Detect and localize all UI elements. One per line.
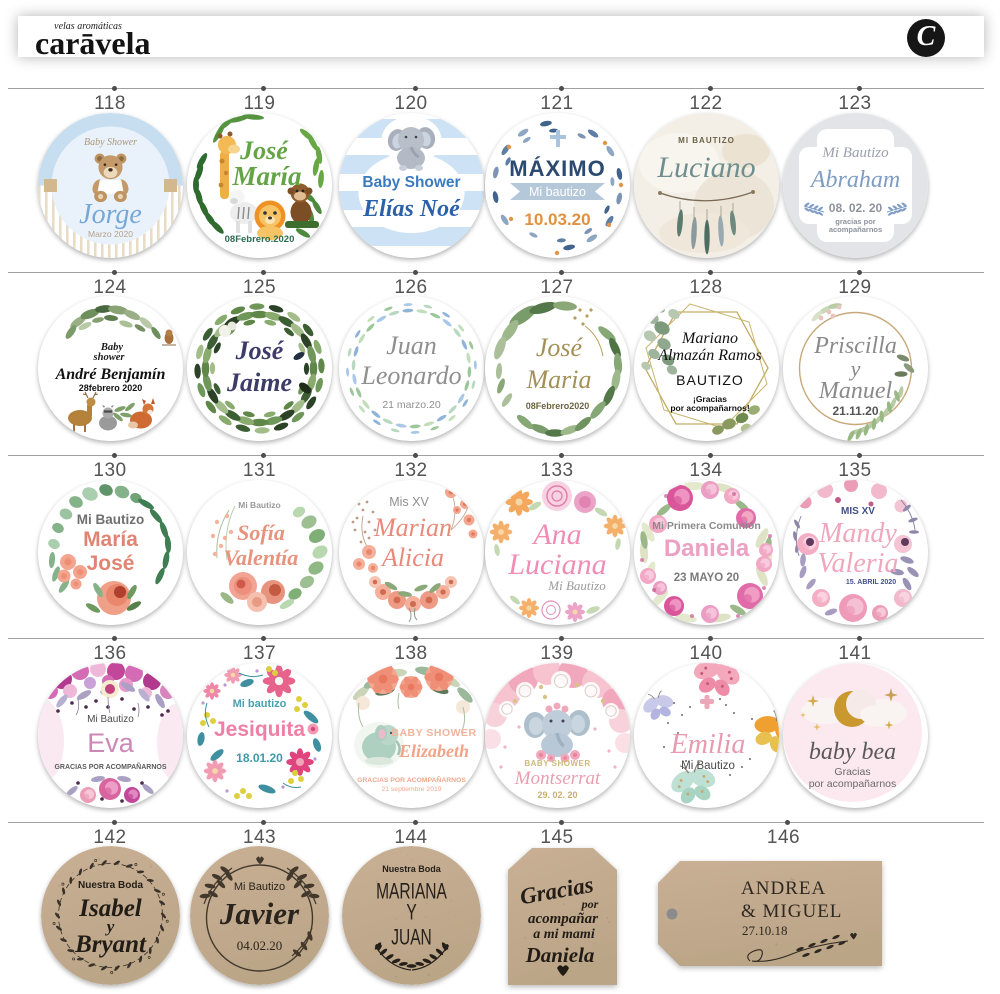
- svg-text:ANDREA: ANDREA: [741, 878, 826, 899]
- svg-text:por acompañarnos!: por acompañarnos!: [670, 403, 750, 413]
- svg-text:Elías Noé: Elías Noé: [362, 196, 461, 222]
- svg-text:Baby Shower: Baby Shower: [83, 137, 136, 148]
- svg-text:Mi bautizo: Mi bautizo: [529, 185, 586, 199]
- svg-text:Mi Bautizo: Mi Bautizo: [821, 145, 889, 161]
- svg-text:08Febrero2020: 08Febrero2020: [525, 401, 589, 411]
- svg-text:Elizabeth: Elizabeth: [397, 741, 468, 761]
- svg-text:Mis XV: Mis XV: [389, 495, 429, 509]
- svg-text:Mi Bautizo: Mi Bautizo: [681, 760, 735, 772]
- svg-text:Abraham: Abraham: [808, 167, 899, 193]
- svg-text:José: José: [535, 333, 583, 362]
- svg-text:Javier: Javier: [219, 896, 300, 931]
- svg-text:Y: Y: [406, 901, 417, 925]
- svg-text:MI BAUTIZO: MI BAUTIZO: [678, 136, 735, 145]
- svg-text:José: José: [239, 136, 289, 165]
- svg-text:José: José: [235, 336, 285, 365]
- svg-text:acompañarnos: acompañarnos: [828, 225, 881, 234]
- svg-text:Mariano: Mariano: [681, 330, 738, 347]
- svg-text:10.03.20: 10.03.20: [524, 210, 590, 229]
- svg-text:Mi Bautizo: Mi Bautizo: [87, 714, 134, 725]
- svg-text:José: José: [86, 552, 134, 575]
- svg-text:JUAN: JUAN: [391, 926, 432, 950]
- svg-text:Daniela: Daniela: [663, 535, 749, 562]
- svg-text:Maria: Maria: [525, 365, 591, 394]
- svg-text:Alicia: Alicia: [379, 543, 443, 572]
- svg-text:Bryant: Bryant: [74, 931, 147, 958]
- svg-text:MÁXIMO: MÁXIMO: [509, 156, 605, 181]
- svg-text:Daniela: Daniela: [525, 943, 595, 967]
- svg-text:Baby: Baby: [99, 342, 123, 353]
- svg-text:Priscilla: Priscilla: [813, 333, 897, 359]
- svg-text:GRACIAS POR ACOMPAÑARNOS: GRACIAS POR ACOMPAÑARNOS: [54, 762, 166, 771]
- svg-text:Emilia: Emilia: [669, 729, 745, 760]
- svg-text:y: y: [104, 917, 114, 936]
- svg-text:23 MAYO 20: 23 MAYO 20: [673, 572, 738, 584]
- svg-text:a mi mami: a mi mami: [533, 927, 595, 942]
- svg-text:21.11.20: 21.11.20: [832, 404, 878, 418]
- svg-text:BABY SHOWER: BABY SHOWER: [524, 759, 590, 768]
- svg-text:por acompañarnos: por acompañarnos: [808, 778, 896, 790]
- svg-text:Mi Bautizo: Mi Bautizo: [76, 512, 144, 527]
- svg-text:21 marzo.20: 21 marzo.20: [382, 399, 441, 411]
- svg-text:08. 02. 20: 08. 02. 20: [828, 201, 882, 215]
- svg-text:Sofía: Sofía: [237, 520, 285, 545]
- svg-text:María: María: [231, 161, 301, 191]
- svg-text:BABY SHOWER: BABY SHOWER: [391, 727, 476, 739]
- svg-text:Valeria: Valeria: [817, 548, 898, 579]
- svg-text:Marian: Marian: [373, 513, 452, 542]
- svg-text:08Febrero.2020: 08Febrero.2020: [225, 234, 295, 245]
- svg-text:André Benjamín: André Benjamín: [54, 366, 165, 383]
- svg-text:MIS XV: MIS XV: [841, 506, 875, 517]
- svg-text:Isabel: Isabel: [78, 895, 142, 922]
- svg-text:Jesiquita: Jesiquita: [214, 718, 305, 741]
- svg-text:21 septiembre 2019: 21 septiembre 2019: [381, 786, 441, 793]
- svg-text:Montserrat: Montserrat: [513, 768, 600, 789]
- svg-text:Mi bautizo: Mi bautizo: [233, 698, 287, 710]
- svg-text:Mi Bautizo: Mi Bautizo: [547, 578, 606, 593]
- svg-text:Juan: Juan: [386, 331, 437, 360]
- svg-text:Gracias: Gracias: [834, 766, 870, 778]
- svg-text:BAUTIZO: BAUTIZO: [676, 372, 744, 388]
- svg-text:Mandy: Mandy: [818, 518, 897, 549]
- svg-text:Mi Bautizo: Mi Bautizo: [234, 881, 285, 893]
- svg-text:28febrero 2020: 28febrero 2020: [78, 383, 142, 393]
- svg-text:Mi Primera Comunión: Mi Primera Comunión: [652, 520, 761, 532]
- svg-text:29. 02. 20: 29. 02. 20: [537, 790, 577, 800]
- svg-text:18.01.20: 18.01.20: [236, 751, 283, 765]
- svg-text:¡Gracias: ¡Gracias: [692, 394, 726, 404]
- svg-text:por: por: [581, 897, 599, 911]
- svg-text:acompañar: acompañar: [528, 911, 598, 927]
- svg-text:Valentía: Valentía: [224, 545, 299, 570]
- svg-text:Leonardo: Leonardo: [360, 361, 461, 390]
- svg-text:& MIGUEL: & MIGUEL: [741, 901, 842, 922]
- svg-text:María: María: [83, 528, 138, 551]
- svg-text:gracias por: gracias por: [835, 217, 876, 226]
- svg-text:04.02.20: 04.02.20: [237, 938, 283, 953]
- svg-text:Mi Bautizo: Mi Bautizo: [238, 500, 281, 510]
- svg-text:Eva: Eva: [87, 728, 135, 758]
- svg-text:Luciano: Luciano: [656, 151, 755, 184]
- svg-text:Manuel: Manuel: [817, 378, 892, 404]
- svg-text:Nuestra Boda: Nuestra Boda: [77, 880, 142, 891]
- svg-text:MARIANA: MARIANA: [376, 880, 447, 904]
- svg-text:Almazán Ramos: Almazán Ramos: [657, 347, 762, 364]
- svg-text:Luciana: Luciana: [507, 548, 606, 581]
- svg-text:Jaime: Jaime: [226, 368, 292, 397]
- svg-text:Jorge: Jorge: [79, 199, 142, 230]
- svg-text:Nuestra Boda: Nuestra Boda: [382, 864, 442, 874]
- svg-text:shower: shower: [92, 352, 125, 363]
- svg-text:baby bea: baby bea: [808, 739, 895, 765]
- svg-text:27.10.18: 27.10.18: [742, 923, 788, 938]
- svg-text:y: y: [848, 356, 860, 381]
- svg-text:GRACIAS POR ACOMPAÑARNOS: GRACIAS POR ACOMPAÑARNOS: [357, 775, 466, 784]
- svg-text:Marzo 2020: Marzo 2020: [88, 229, 133, 239]
- svg-text:Baby Shower: Baby Shower: [362, 174, 460, 191]
- svg-text:Ana: Ana: [531, 518, 581, 551]
- svg-text:15. ABRIL 2020: 15. ABRIL 2020: [845, 579, 895, 586]
